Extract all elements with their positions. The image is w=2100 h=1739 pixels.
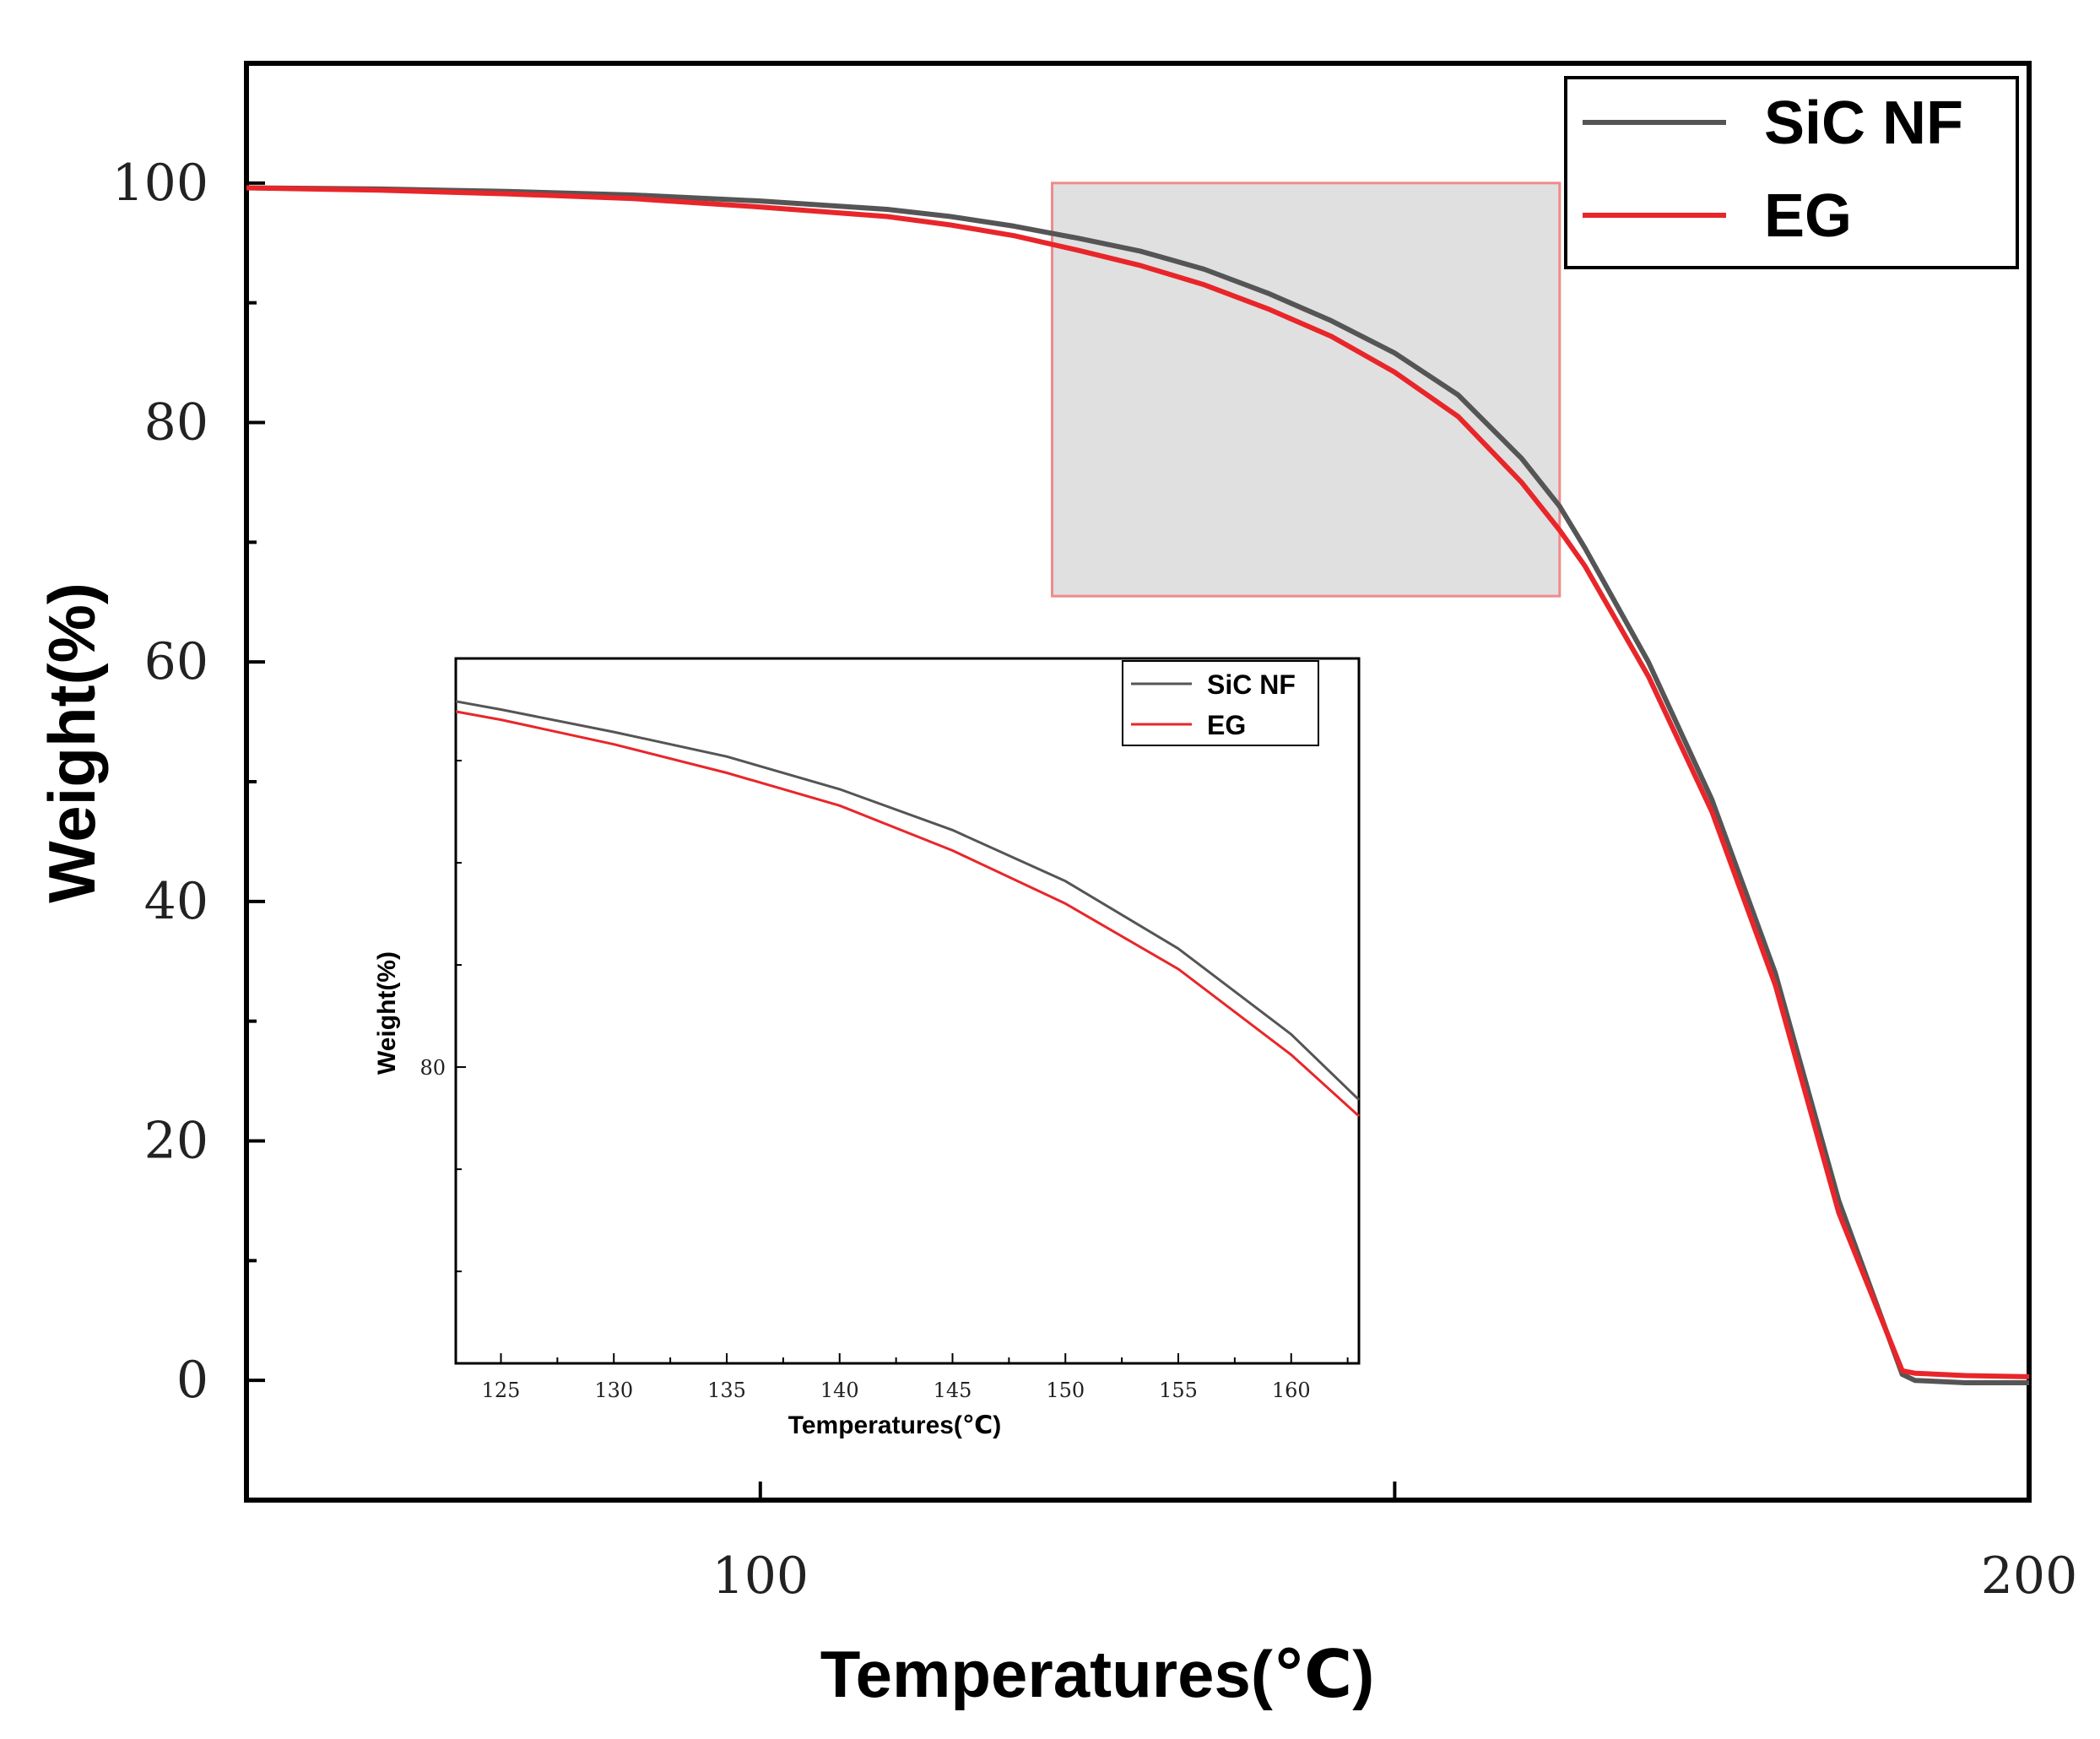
main-y-tick-label: 40 (144, 872, 208, 931)
main-legend-label-eg: EG (1764, 182, 1852, 250)
inset-x-tick-label: 155 (1159, 1379, 1198, 1402)
inset-y-tick-label: 80 (419, 1056, 446, 1080)
main-legend-label-sic-nf: SiC NF (1764, 89, 1963, 157)
inset-legend-label-sic-nf: SiC NF (1207, 669, 1296, 700)
inset-plot-frame (454, 657, 1361, 1365)
main-y-tick-label: 100 (111, 154, 208, 213)
main-legend-box (1564, 76, 2019, 269)
inset-x-axis-title: Temperatures(℃) (788, 1411, 1002, 1439)
inset-y-ticks: 80 (419, 658, 466, 1273)
main-x-axis-title: Temperatures(℃) (820, 1637, 1375, 1711)
main-y-tick-label: 80 (144, 393, 208, 452)
main-series-group (246, 185, 2030, 1385)
inset-x-tick-label: 150 (1046, 1379, 1085, 1402)
inset-legend-box (1122, 660, 1319, 746)
main-x-tick-label: 200 (1981, 1547, 2078, 1606)
inset-legend-label-eg: EG (1207, 710, 1246, 740)
main-series-sic-nf (246, 185, 2029, 1385)
main-y-tick-label: 0 (176, 1351, 208, 1410)
inset-series-sic-nf (455, 700, 1361, 1101)
inset-x-ticks: 125 130 135 140 145 150 155 160 (482, 1353, 1349, 1402)
main-legend: SiC NF EG (1564, 76, 2019, 269)
inset-x-tick-label: 140 (820, 1379, 859, 1402)
main-y-tick-label: 60 (144, 632, 208, 691)
inset-x-tick-label: 160 (1272, 1379, 1311, 1402)
inset-x-tick-label: 135 (707, 1379, 746, 1402)
inset-x-tick-label: 130 (594, 1379, 633, 1402)
inset-series-group (455, 700, 1361, 1118)
main-y-tick-label: 20 (144, 1112, 208, 1171)
main-series-eg (246, 185, 2030, 1379)
inset-series-eg (455, 710, 1361, 1118)
main-y-axis-title: Weight(%) (35, 582, 109, 903)
inset-x-tick-label: 125 (482, 1379, 521, 1402)
main-plot: 0 20 40 60 80 100 100 200 Temperatures(℃) Weig… (35, 61, 2078, 1711)
inset-plot: 80 125 130 135 140 145 150 155 160 Temperatures… (373, 657, 1361, 1439)
main-x-ticks: 100 200 (712, 1482, 2078, 1606)
zoom-region (1051, 181, 1561, 598)
inset-legend: SiC NF EG (1122, 660, 1319, 746)
inset-x-tick-label: 145 (934, 1379, 972, 1402)
main-y-ticks: 0 20 40 60 80 100 (111, 62, 265, 1502)
inset-y-axis-title: Weight(%) (373, 951, 401, 1075)
main-x-tick-label: 100 (712, 1547, 809, 1606)
